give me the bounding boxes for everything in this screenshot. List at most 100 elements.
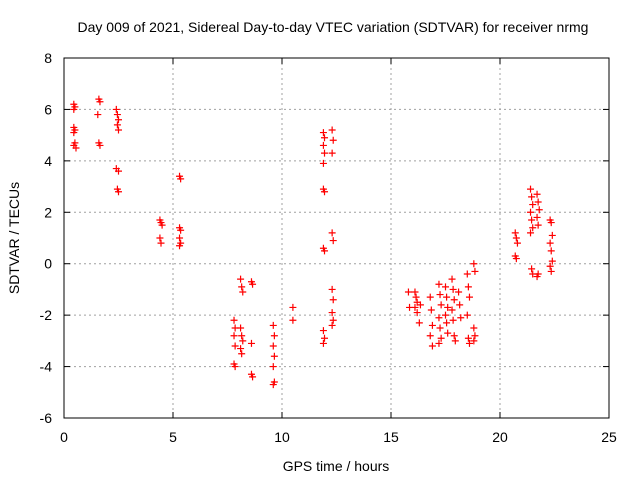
data-point xyxy=(463,270,471,278)
data-point xyxy=(94,111,102,119)
data-point xyxy=(237,324,245,332)
data-point xyxy=(470,337,478,345)
data-point xyxy=(72,144,80,152)
data-point xyxy=(465,339,473,347)
data-point xyxy=(470,260,478,268)
data-point xyxy=(329,136,337,144)
data-point xyxy=(457,314,465,322)
data-point xyxy=(328,321,336,329)
data-point xyxy=(428,342,436,350)
y-axis-label: SDTVAR / TECUs xyxy=(6,182,22,294)
data-point xyxy=(269,342,277,350)
data-point xyxy=(450,296,458,304)
data-point xyxy=(115,126,122,134)
x-tick-label: 20 xyxy=(492,429,508,445)
data-point xyxy=(416,301,424,309)
plot-frame xyxy=(63,57,610,419)
data-point xyxy=(269,363,277,371)
data-point xyxy=(426,293,434,301)
data-point xyxy=(450,332,458,340)
data-point xyxy=(444,329,452,337)
data-point xyxy=(238,332,246,340)
data-point xyxy=(328,126,336,134)
y-tick-label: -4 xyxy=(40,359,53,375)
data-point xyxy=(321,188,329,196)
data-point xyxy=(428,321,436,329)
data-point xyxy=(177,226,185,234)
data-point xyxy=(113,121,121,129)
data-point xyxy=(449,316,457,324)
data-point xyxy=(328,285,336,293)
data-point xyxy=(528,265,536,273)
data-point xyxy=(534,198,542,206)
data-point xyxy=(534,221,542,229)
data-point xyxy=(435,280,443,288)
data-point xyxy=(319,141,327,149)
data-point xyxy=(289,303,297,311)
data-point xyxy=(529,224,537,232)
data-point xyxy=(231,342,239,350)
data-point xyxy=(442,283,449,291)
data-points xyxy=(70,95,556,389)
data-point xyxy=(451,337,459,345)
data-point xyxy=(513,239,521,247)
data-point xyxy=(231,363,239,371)
data-point xyxy=(411,303,419,311)
data-point xyxy=(115,188,122,196)
data-point xyxy=(437,334,445,342)
data-point xyxy=(528,193,536,201)
y-tick-label: -2 xyxy=(40,307,53,323)
data-point xyxy=(328,149,336,157)
data-point xyxy=(249,373,257,381)
data-point xyxy=(527,208,535,216)
y-tick-label: 2 xyxy=(44,204,52,220)
data-point xyxy=(113,111,121,119)
data-point xyxy=(176,242,184,250)
data-point xyxy=(289,316,297,324)
data-point xyxy=(546,262,554,270)
data-point xyxy=(435,314,443,322)
y-tick-label: 4 xyxy=(44,153,52,169)
data-point xyxy=(443,319,451,327)
data-point xyxy=(411,288,419,296)
data-point xyxy=(176,234,184,242)
data-point xyxy=(238,283,246,291)
data-point xyxy=(270,332,278,340)
x-tick-label: 15 xyxy=(383,429,399,445)
data-point xyxy=(156,234,164,242)
data-point xyxy=(329,316,337,324)
data-point xyxy=(329,237,337,245)
data-point xyxy=(177,175,185,183)
data-point xyxy=(444,303,452,311)
grid-lines xyxy=(64,58,609,418)
x-tick-label: 10 xyxy=(274,429,290,445)
data-point xyxy=(247,339,255,347)
data-point xyxy=(238,350,246,358)
data-point xyxy=(547,267,555,275)
data-point xyxy=(269,321,277,329)
data-point xyxy=(157,239,165,247)
data-point xyxy=(464,283,472,291)
data-point xyxy=(319,327,327,335)
data-point xyxy=(158,221,166,229)
data-point xyxy=(435,339,443,347)
data-point xyxy=(319,159,327,167)
data-point xyxy=(448,306,456,314)
data-point xyxy=(463,311,471,319)
y-tick-label: 8 xyxy=(44,50,52,66)
data-point xyxy=(112,105,120,113)
y-tick-label: -6 xyxy=(40,410,53,426)
data-point xyxy=(535,206,543,214)
x-axis-label: GPS time / hours xyxy=(283,458,390,474)
data-point xyxy=(527,185,535,193)
data-point xyxy=(546,239,554,247)
x-tick-label: 5 xyxy=(169,429,177,445)
data-point xyxy=(329,296,337,304)
data-point xyxy=(437,301,445,309)
data-point xyxy=(471,267,479,275)
data-point xyxy=(470,324,478,332)
data-point xyxy=(548,257,556,265)
data-point xyxy=(328,309,336,317)
data-point xyxy=(70,129,78,137)
